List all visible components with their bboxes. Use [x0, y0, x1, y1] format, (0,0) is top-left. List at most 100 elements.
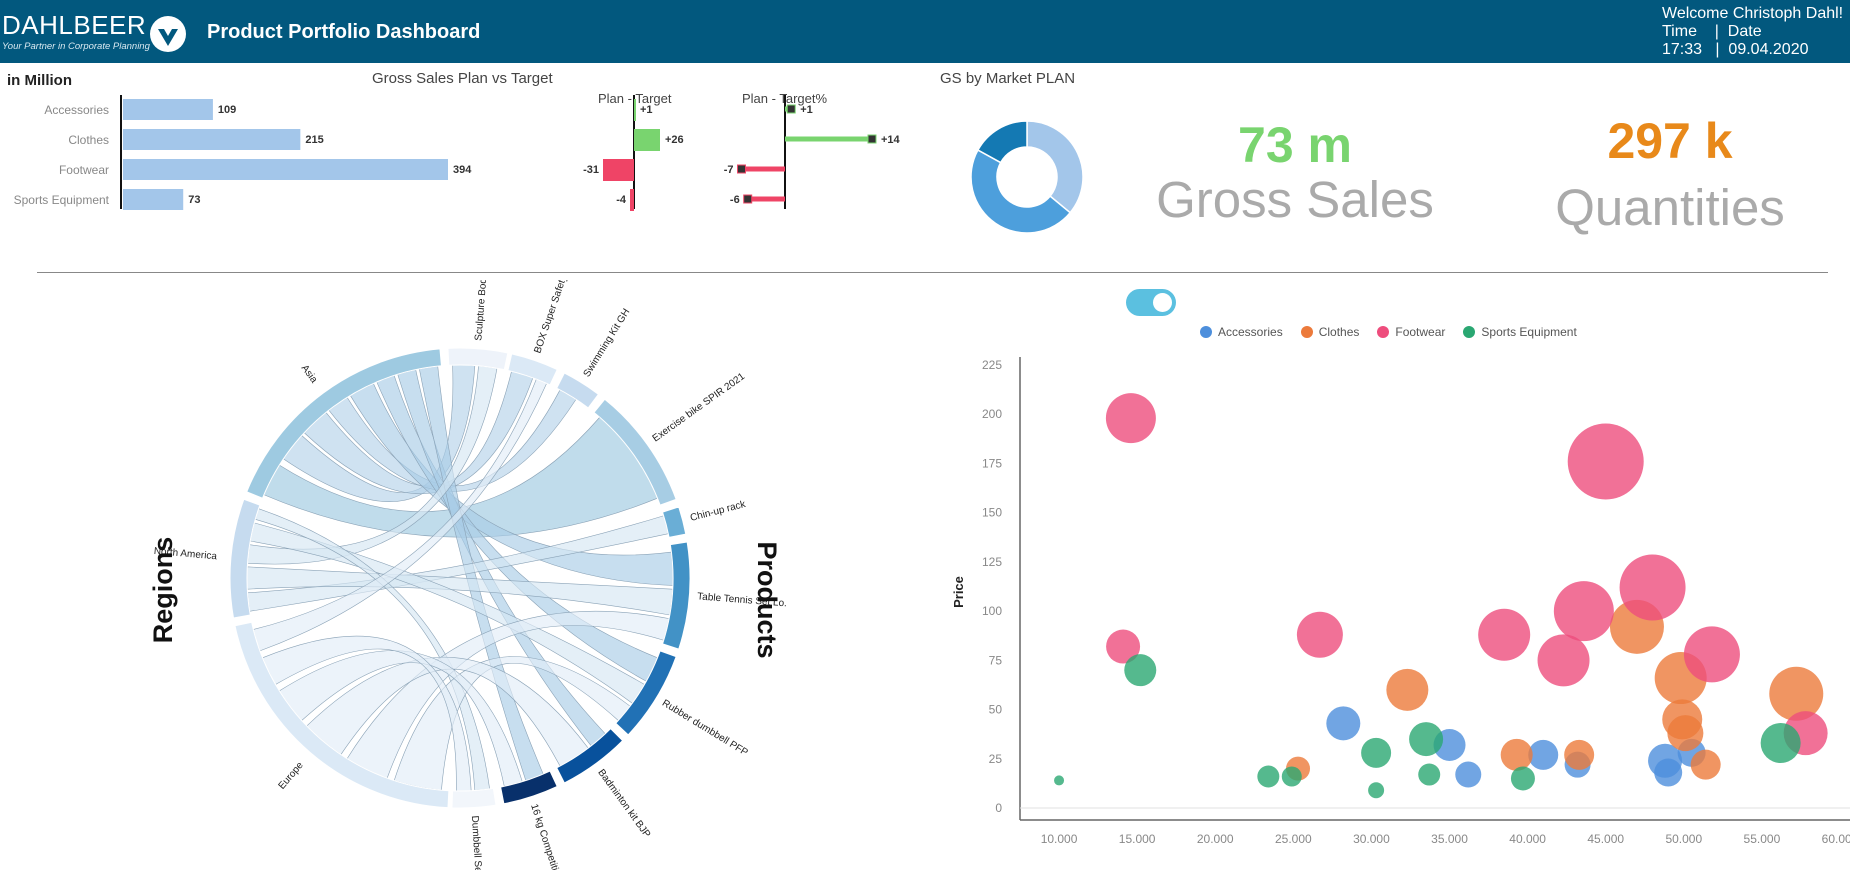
- y-tick-label: 225: [982, 358, 1002, 372]
- bubble: [1568, 423, 1644, 499]
- time-date-value: 17:33 | 09.04.2020: [1662, 41, 1843, 59]
- product-label: Badminton kit BJP: [595, 767, 652, 840]
- x-tick-label: 40.000: [1509, 832, 1546, 846]
- bar: [123, 99, 213, 120]
- y-tick-label: 75: [989, 653, 1003, 667]
- scatter-legend: Accessories Clothes Footwear Sports Equi…: [1200, 325, 1577, 339]
- bubble: [1620, 554, 1686, 620]
- company-logo: DAHLBEER: [2, 12, 146, 38]
- product-arc: [452, 788, 496, 808]
- section-divider: [37, 272, 1828, 273]
- pct-value-label: -7: [724, 164, 734, 176]
- bubble: [1538, 634, 1590, 686]
- y-tick-label: 125: [982, 555, 1002, 569]
- bubble: [1761, 723, 1801, 763]
- delta-bar: [634, 129, 660, 151]
- legend-label: Footwear: [1395, 325, 1445, 339]
- pct-bar: [785, 137, 872, 142]
- bubble: [1297, 612, 1343, 658]
- legend-dot-clothes: [1301, 326, 1313, 338]
- bubble: [1684, 626, 1740, 682]
- pct-value-label: +1: [800, 104, 813, 116]
- pct-marker: [868, 135, 876, 143]
- y-axis-label: Price: [951, 576, 966, 608]
- delta-value-label: -31: [583, 164, 599, 176]
- delta-bar: [603, 159, 634, 181]
- product-label: Sculpture Body Gym P: [473, 280, 492, 341]
- bubble: [1528, 740, 1558, 770]
- bubble: [1769, 667, 1823, 721]
- bar: [123, 189, 183, 210]
- legend-dot-footwear: [1377, 326, 1389, 338]
- bubble: [1511, 766, 1535, 790]
- bubble: [1361, 738, 1391, 768]
- bubble: [1667, 715, 1703, 751]
- donut-title: GS by Market PLAN: [940, 70, 1075, 87]
- delta-value-label: -4: [616, 194, 627, 206]
- donut-chart: [965, 115, 1095, 245]
- pct-marker: [744, 195, 752, 203]
- x-tick-label: 30.000: [1353, 832, 1390, 846]
- app-header: DAHLBEER Your Partner in Corporate Plann…: [0, 0, 1850, 63]
- product-label: Swimming Kit GH: [582, 307, 633, 379]
- product-label: Exercise bike SPIR 2021: [651, 371, 748, 444]
- time-date-label: Time | Date: [1662, 23, 1843, 41]
- bar-value-label: 73: [188, 194, 200, 206]
- region-label: Europe: [277, 760, 307, 792]
- y-tick-label: 175: [982, 456, 1002, 470]
- y-tick-label: 50: [989, 703, 1003, 717]
- logo-badge-icon: [150, 16, 186, 52]
- category-label: Footwear: [59, 163, 109, 177]
- bar: [123, 159, 448, 180]
- unit-label: in Million: [7, 72, 72, 89]
- delta-value-label: +26: [665, 134, 684, 146]
- bubble: [1455, 762, 1481, 788]
- bubble: [1386, 669, 1428, 711]
- bubble: [1326, 706, 1360, 740]
- chord-diagram: AsiaNorth AmericaEuropeSculpture Body Gy…: [130, 280, 810, 870]
- bubble: [1282, 766, 1302, 786]
- legend-item-accessories[interactable]: Accessories: [1200, 325, 1283, 339]
- x-tick-label: 45.000: [1587, 832, 1624, 846]
- gross-sales-value: 73 m: [1160, 116, 1430, 174]
- bar-value-label: 215: [305, 134, 323, 146]
- legend-label: Clothes: [1319, 325, 1360, 339]
- legend-label: Accessories: [1218, 325, 1283, 339]
- legend-item-clothes[interactable]: Clothes: [1301, 325, 1360, 339]
- bar-value-label: 394: [453, 164, 472, 176]
- page-title: Product Portfolio Dashboard: [207, 21, 480, 44]
- product-label: BOX Super Safety Gloves T.: [532, 280, 583, 355]
- pct-value-label: +14: [881, 134, 901, 146]
- company-tagline: Your Partner in Corporate Planning: [2, 41, 150, 52]
- y-tick-label: 0: [995, 801, 1002, 815]
- bubble: [1501, 739, 1533, 771]
- bubble: [1054, 775, 1064, 785]
- bubble: [1478, 609, 1530, 661]
- pct-bar: [748, 197, 785, 202]
- legend-item-footwear[interactable]: Footwear: [1377, 325, 1445, 339]
- y-tick-label: 25: [989, 752, 1003, 766]
- pct-marker: [738, 165, 746, 173]
- bubble: [1106, 393, 1156, 443]
- pct-bar: [742, 167, 786, 172]
- pct-value-label: -6: [730, 194, 740, 206]
- legend-dot-accessories: [1200, 326, 1212, 338]
- view-toggle[interactable]: [1126, 289, 1176, 316]
- toggle-knob: [1153, 293, 1172, 312]
- y-tick-label: 100: [982, 604, 1002, 618]
- products-title: Products: [752, 541, 782, 658]
- delta-bar: [630, 189, 634, 211]
- y-tick-label: 200: [982, 407, 1002, 421]
- legend-label: Sports Equipment: [1481, 325, 1576, 339]
- x-tick-label: 35.000: [1431, 832, 1468, 846]
- delta-value-label: +1: [640, 104, 653, 116]
- product-label: Dumbbell Set: [469, 815, 484, 870]
- x-tick-label: 10.000: [1041, 832, 1078, 846]
- bubble: [1564, 740, 1594, 770]
- product-label: Rubber dumbbell PFP: [660, 698, 750, 759]
- product-label: Chin-up rack: [689, 499, 748, 524]
- quantities-value: 297 k: [1535, 112, 1805, 170]
- bar-chart-title: Gross Sales Plan vs Target: [372, 70, 553, 87]
- legend-item-sports-equipment[interactable]: Sports Equipment: [1463, 325, 1576, 339]
- quantities-label: Quantities: [1505, 178, 1835, 237]
